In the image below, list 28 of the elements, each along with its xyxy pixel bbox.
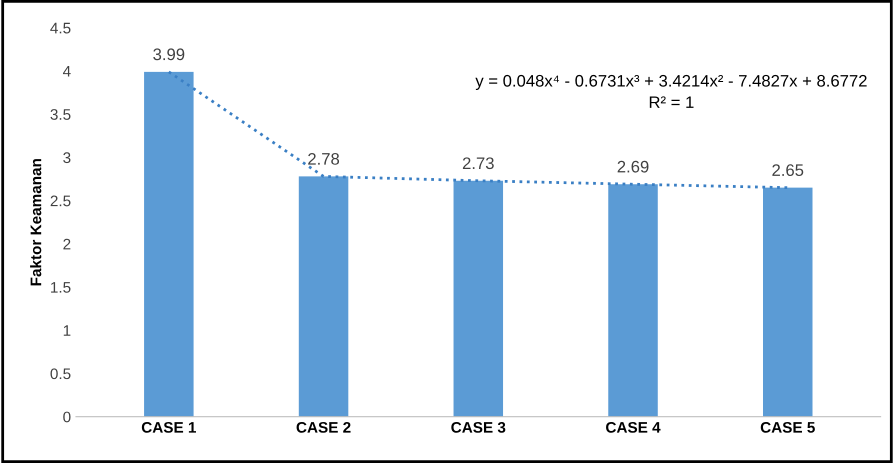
x-tick-label: CASE 1 <box>142 422 196 433</box>
x-tick-label: CASE 2 <box>296 422 351 433</box>
bar <box>762 188 813 417</box>
x-tick-label: CASE 4 <box>606 422 661 433</box>
bar <box>454 180 504 417</box>
y-tick-label: 4.5 <box>50 22 70 34</box>
y-tick-label: 2.5 <box>50 196 70 206</box>
y-axis-title: Faktor Keamanan <box>30 159 42 286</box>
annotation: R² = 1 <box>650 96 694 108</box>
y-tick-label: 4 <box>62 66 71 77</box>
annotation: y = 0.048x⁴ - 0.6731x³ + 3.4214x² - 7.4827x + 8.6772 <box>475 74 867 90</box>
bar <box>608 184 658 417</box>
text: 2.69 <box>618 160 648 173</box>
bar <box>298 176 348 417</box>
y-tick-label: 1.5 <box>51 282 70 293</box>
y-tick-label: 3 <box>63 152 70 164</box>
x-tick-label: CASE 3 <box>451 422 506 433</box>
y-tick-label: 0 <box>63 412 71 422</box>
text: 2.65 <box>772 164 804 176</box>
text: 2.73 <box>462 157 494 170</box>
text: 3.99 <box>153 48 184 60</box>
y-tick-label: 2 <box>63 238 70 250</box>
y-tick-label: 3.5 <box>50 109 70 120</box>
text: 2.78 <box>308 153 340 165</box>
y-tick-label: 1 <box>64 325 70 336</box>
x-tick-label: CASE 5 <box>760 422 815 433</box>
y-tick-label: 0.5 <box>50 368 70 380</box>
bar <box>144 72 194 417</box>
